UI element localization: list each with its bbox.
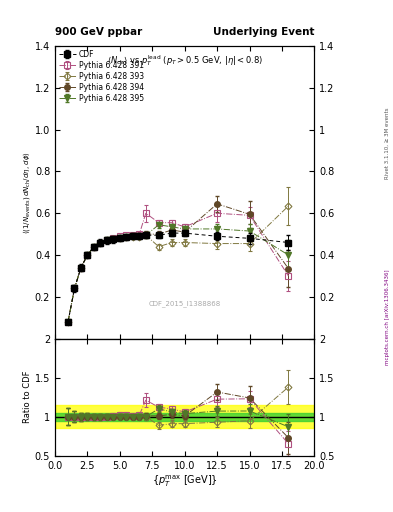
Text: mcplots.cern.ch [arXiv:1306.3436]: mcplots.cern.ch [arXiv:1306.3436] [385, 270, 389, 365]
Text: 900 GeV ppbar: 900 GeV ppbar [55, 27, 142, 37]
Y-axis label: Ratio to CDF: Ratio to CDF [23, 371, 32, 423]
Bar [55, 413, 314, 420]
Text: CDF_2015_I1388868: CDF_2015_I1388868 [149, 300, 221, 307]
Y-axis label: $\langle(1/N_\mathrm{events})\,dN_\mathrm{ch}/d\eta,\,d\phi\rangle$: $\langle(1/N_\mathrm{events})\,dN_\mathr… [21, 151, 32, 234]
Text: Underlying Event: Underlying Event [213, 27, 314, 37]
Legend: CDF, Pythia 6.428 391, Pythia 6.428 393, Pythia 6.428 394, Pythia 6.428 395: CDF, Pythia 6.428 391, Pythia 6.428 393,… [57, 48, 145, 104]
Bar [55, 405, 314, 429]
Text: Rivet 3.1.10, ≥ 3M events: Rivet 3.1.10, ≥ 3M events [385, 108, 389, 179]
Text: $\langle N_\mathrm{ch}\rangle$ vs $p_T^\mathrm{lead}$ ($p_T > 0.5$ GeV, $|\eta| : $\langle N_\mathrm{ch}\rangle$ vs $p_T^\… [107, 53, 263, 68]
X-axis label: $\{p_T^\mathrm{max}$ [GeV]$\}$: $\{p_T^\mathrm{max}$ [GeV]$\}$ [152, 473, 218, 489]
